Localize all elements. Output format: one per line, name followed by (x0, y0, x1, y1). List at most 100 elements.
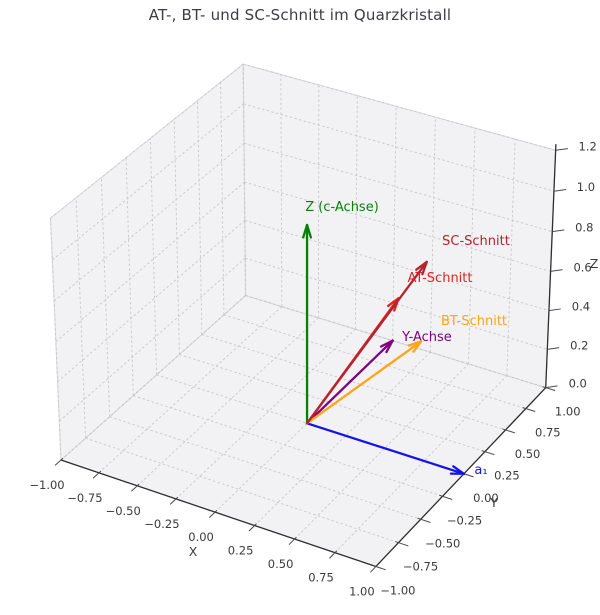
grid-x-wall (506, 139, 516, 376)
y-tick (502, 428, 516, 434)
x-tick-label: 0.50 (268, 557, 294, 571)
grid-y-wall (100, 177, 111, 417)
y-tick (542, 386, 556, 391)
vector-arrow-bt-schnitt-head (407, 340, 423, 347)
y-tick (395, 541, 409, 547)
z-tick-label: 0.0 (569, 377, 587, 391)
vector-arrow-sc-schnitt-head (421, 260, 428, 276)
z-tick (548, 308, 561, 312)
vector-label-a: a₁ (474, 463, 487, 478)
grid-x-wall (429, 117, 436, 353)
z-tick-label: 1.2 (578, 139, 596, 153)
z-tick-label: 0.6 (573, 260, 591, 274)
grid-y-wall (125, 157, 134, 396)
x-tick-label: 0.00 (188, 530, 214, 544)
vector-arrow-bt-schnitt (305, 340, 423, 425)
grid-z-back (244, 219, 550, 312)
z-tick (547, 347, 560, 350)
vector-arrow-bt-schnitt-head (412, 340, 423, 353)
z-tick-label: 0.8 (575, 221, 593, 235)
vector-arrow-sc-schnitt (305, 260, 428, 425)
x-tick-label: 0.25 (228, 543, 254, 557)
z-tick-label: 1.0 (577, 180, 595, 194)
y-tick-label: −0.50 (425, 536, 460, 550)
grid-z-back (244, 181, 551, 272)
vector-label-z-c-achse: Z (c-Achse) (305, 200, 379, 215)
grid-y (201, 334, 506, 431)
grid-y-wall (50, 218, 62, 461)
grid-y (179, 354, 486, 453)
x-tick-label: 0.75 (308, 571, 334, 585)
y-tick (522, 407, 536, 413)
x-tick (208, 509, 218, 519)
vector-arrow-y-achse-head (385, 339, 394, 354)
grid-z-back (243, 63, 556, 151)
y-axis-line (375, 387, 547, 567)
grid-x-wall (280, 74, 283, 307)
y-tick-label: −1.00 (380, 583, 415, 597)
y-tick-label: 1.00 (555, 405, 581, 419)
z-tick (553, 189, 567, 192)
z-tick (552, 229, 565, 233)
y-tick (481, 450, 495, 456)
y-axis-label: Y (489, 495, 498, 510)
vector-label-sc-schnitt: SC-Schnitt (442, 234, 510, 249)
x-tick (370, 564, 379, 573)
grid-x-wall (354, 95, 358, 330)
y-tick (417, 517, 431, 523)
y-tick-label: 0.00 (473, 491, 499, 505)
vector-arrow-y-achse (305, 339, 394, 425)
x-tick (288, 536, 297, 546)
vector-arrow-z-c-achse-head (305, 223, 313, 239)
grid-y (109, 416, 421, 520)
y-tick (439, 494, 453, 500)
x-tick-label: 1.00 (349, 584, 375, 598)
grid-y (133, 395, 443, 497)
z-axis-label: Z (590, 256, 599, 271)
vector-label-y-achse: Y-Achse (401, 330, 452, 345)
y-tick-label: 0.25 (494, 469, 520, 483)
grid-x-wall (467, 128, 476, 364)
z-tick (550, 269, 563, 272)
grid-y-wall (149, 138, 158, 375)
x-tick-label: −0.25 (144, 517, 179, 531)
x-axis-label: X (189, 544, 198, 559)
x-tick-label: −1.00 (29, 478, 64, 492)
grid-y-wall (197, 100, 203, 335)
y-tick-label: −0.75 (403, 560, 438, 574)
vector-arrow-a (305, 422, 466, 475)
chart-title: AT-, BT- und SC-Schnitt im Quarzkristall (148, 6, 452, 24)
grid-y-wall (242, 64, 247, 296)
vector-arrow-a-head (452, 465, 466, 475)
vector-label-at-schnitt: AT-Schnitt (407, 271, 472, 286)
x-tick-label: −0.75 (67, 491, 102, 505)
grid-y-wall (75, 197, 87, 439)
vector-arrow-y-achse-head (379, 339, 394, 348)
y-tick (372, 564, 386, 571)
x-tick (131, 483, 140, 492)
grid-z-back (243, 103, 555, 192)
vector-arrow-z-c-achse-head (302, 223, 309, 239)
x-tick-label: −0.50 (106, 504, 141, 518)
x-tick (92, 470, 102, 479)
z-tick (555, 148, 568, 151)
y-tick-label: 0.50 (515, 447, 541, 461)
grid-y (85, 437, 399, 544)
vector-arrow-sc-schnitt-head (415, 260, 428, 271)
z-tick (545, 385, 558, 389)
z-tick-label: 0.2 (570, 338, 588, 352)
grid-y-wall (220, 82, 225, 315)
x-tick (169, 496, 179, 505)
z-axis-line (545, 144, 557, 388)
z-tick-label: 0.4 (572, 300, 590, 314)
grid-z-back (243, 142, 553, 233)
x-tick (54, 457, 64, 466)
grid-y-wall (173, 119, 180, 355)
x-tick (248, 523, 257, 532)
y-tick-label: −0.25 (447, 513, 482, 527)
x-tick (329, 550, 338, 559)
y-tick-label: 0.75 (535, 426, 561, 440)
vector-label-bt-schnitt: BT-Schnitt (441, 314, 507, 329)
